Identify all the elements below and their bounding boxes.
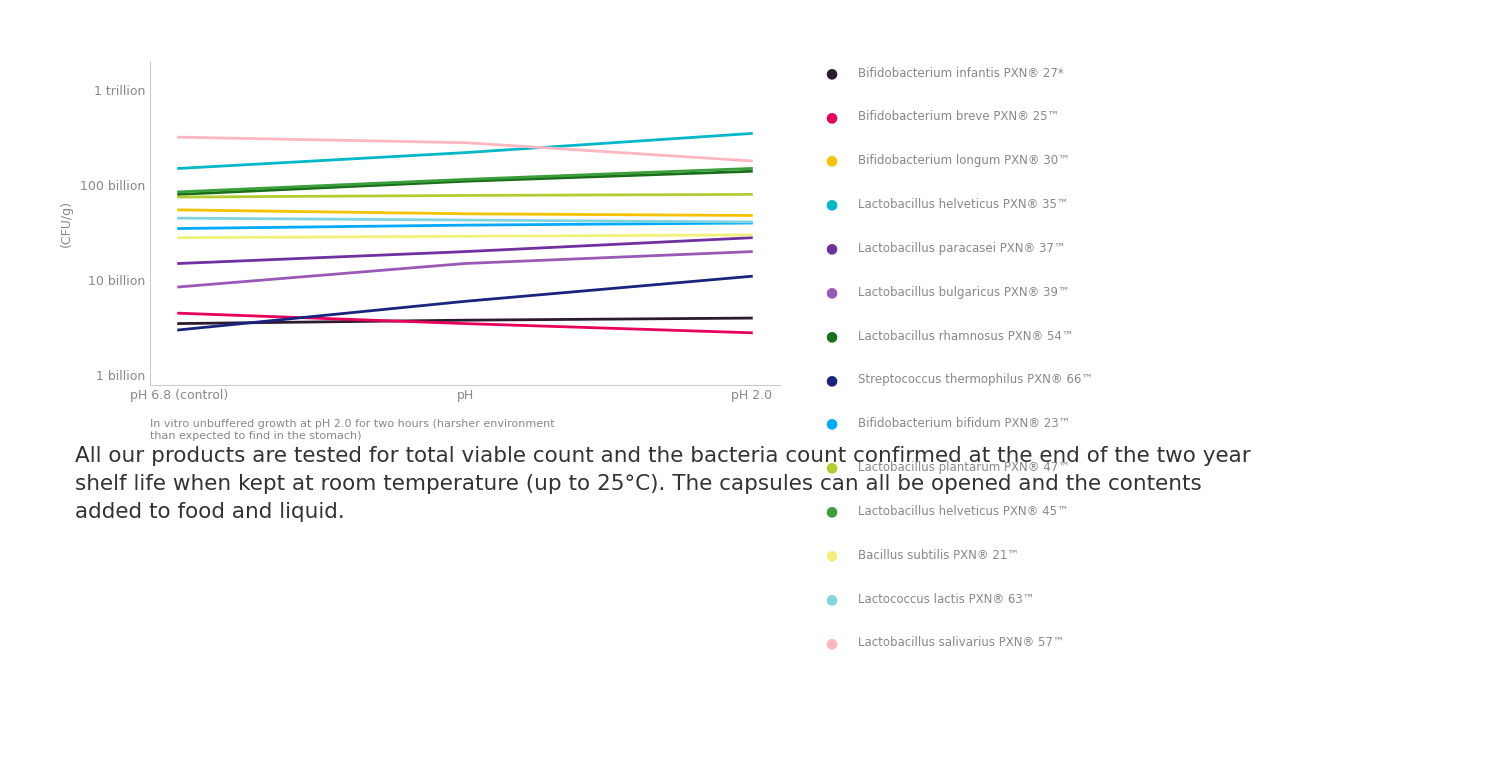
Text: ●: ●	[825, 373, 837, 387]
Text: Bifidobacterium breve PXN® 25™: Bifidobacterium breve PXN® 25™	[858, 111, 1059, 123]
Text: Bacillus subtilis PXN® 21™: Bacillus subtilis PXN® 21™	[858, 549, 1018, 561]
Text: Lactobacillus rhamnosus PXN® 54™: Lactobacillus rhamnosus PXN® 54™	[858, 330, 1074, 342]
Text: ●: ●	[825, 504, 837, 518]
Text: ●: ●	[825, 198, 837, 211]
Text: Lactobacillus helveticus PXN® 45™: Lactobacillus helveticus PXN® 45™	[858, 505, 1068, 518]
Y-axis label: (CFU/g): (CFU/g)	[60, 199, 74, 247]
Text: ●: ●	[825, 548, 837, 562]
Text: ●: ●	[825, 329, 837, 343]
Text: ●: ●	[825, 461, 837, 474]
Text: ●: ●	[825, 636, 837, 650]
Text: ●: ●	[825, 417, 837, 431]
Text: ●: ●	[825, 592, 837, 606]
Text: All our products are tested for total viable count and the bacteria count confir: All our products are tested for total vi…	[75, 446, 1251, 522]
Text: Streptococcus thermophilus PXN® 66™: Streptococcus thermophilus PXN® 66™	[858, 374, 1094, 386]
Text: Lactococcus lactis PXN® 63™: Lactococcus lactis PXN® 63™	[858, 593, 1035, 605]
Text: Lactobacillus paracasei PXN® 37™: Lactobacillus paracasei PXN® 37™	[858, 242, 1065, 255]
Text: ●: ●	[825, 241, 837, 255]
Text: ●: ●	[825, 285, 837, 299]
Text: Lactobacillus salivarius PXN® 57™: Lactobacillus salivarius PXN® 57™	[858, 637, 1065, 649]
Text: Bifidobacterium infantis PXN® 27*: Bifidobacterium infantis PXN® 27*	[858, 67, 1064, 79]
Text: ●: ●	[825, 110, 837, 124]
Text: Lactobacillus helveticus PXN® 35™: Lactobacillus helveticus PXN® 35™	[858, 198, 1068, 211]
Text: Bifidobacterium bifidum PXN® 23™: Bifidobacterium bifidum PXN® 23™	[858, 418, 1071, 430]
Text: In vitro unbuffered growth at pH 2.0 for two hours (harsher environment
than exp: In vitro unbuffered growth at pH 2.0 for…	[150, 419, 555, 441]
Text: Lactobacillus plantarum PXN® 47™: Lactobacillus plantarum PXN® 47™	[858, 461, 1070, 474]
Text: Bifidobacterium longum PXN® 30™: Bifidobacterium longum PXN® 30™	[858, 155, 1070, 167]
Text: ●: ●	[825, 66, 837, 80]
Text: ●: ●	[825, 154, 837, 168]
Text: Lactobacillus bulgaricus PXN® 39™: Lactobacillus bulgaricus PXN® 39™	[858, 286, 1070, 298]
